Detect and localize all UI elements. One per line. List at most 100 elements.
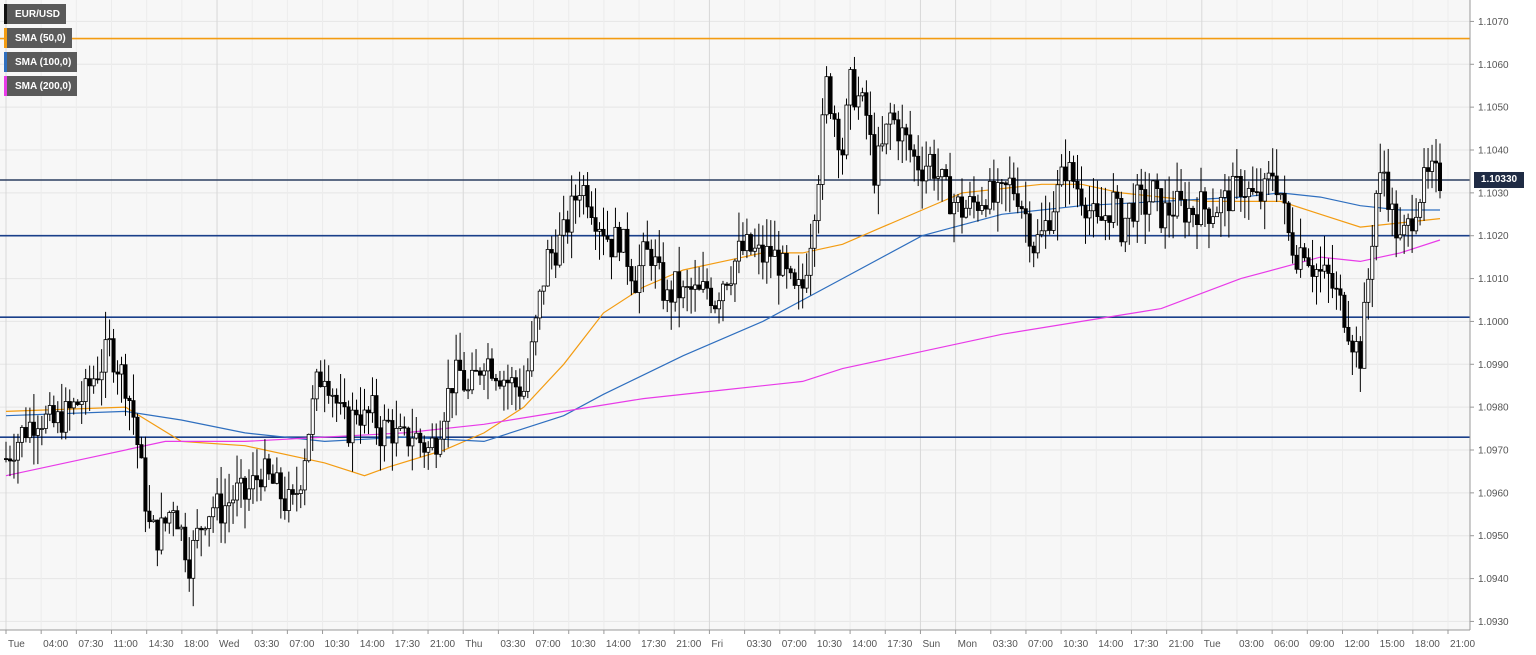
x-tick-label: 04:00 xyxy=(43,639,68,650)
y-tick-label: 1.0930 xyxy=(1478,617,1509,628)
candle-bear xyxy=(589,206,594,219)
candle-bear xyxy=(868,114,873,135)
candle-bear xyxy=(1282,193,1287,204)
x-tick-label: 21:00 xyxy=(1169,639,1194,650)
x-tick-label: 14:30 xyxy=(149,639,174,650)
legend-item-sma200[interactable]: SMA (200,0) xyxy=(4,76,78,96)
candle-bull xyxy=(967,196,972,209)
x-tick-label: 07:00 xyxy=(1028,639,1053,650)
legend-item-sma100[interactable]: SMA (100,0) xyxy=(4,52,78,72)
candle-bear xyxy=(1438,162,1443,192)
candle-bear xyxy=(278,472,283,500)
x-tick-label: 03:30 xyxy=(254,639,279,650)
candle-bull xyxy=(744,234,749,252)
candle-bull xyxy=(1374,192,1379,247)
candle-bull xyxy=(167,512,172,524)
candle-bear xyxy=(1294,254,1299,270)
candle-bear xyxy=(1099,216,1104,221)
candle-bull xyxy=(250,475,255,490)
candle-bear xyxy=(864,92,869,116)
candle-bull xyxy=(370,395,375,414)
candle-bear xyxy=(1326,264,1331,274)
candle-bear xyxy=(1286,202,1291,234)
candle-bull xyxy=(430,437,435,449)
candle-bear xyxy=(1334,287,1339,290)
candle-bear xyxy=(705,281,710,289)
candle-bull xyxy=(963,207,968,218)
candle-bear xyxy=(1238,175,1243,197)
candle-bear xyxy=(175,510,180,530)
x-tick-label: 15:00 xyxy=(1380,639,1405,650)
candle-bear xyxy=(31,421,36,436)
candle-bear xyxy=(1139,184,1144,190)
candle-bull xyxy=(1007,177,1012,186)
x-tick-label: 14:00 xyxy=(606,639,631,650)
candle-bear xyxy=(1258,191,1263,202)
candle-bear xyxy=(517,386,522,397)
candle-bull xyxy=(525,370,530,392)
candle-bear xyxy=(549,249,554,254)
candle-bull xyxy=(641,241,646,267)
candle-bear xyxy=(748,234,753,252)
candle-bear xyxy=(1131,202,1136,222)
candle-bull xyxy=(1222,190,1227,198)
candle-bear xyxy=(601,228,606,237)
candle-bull xyxy=(1187,207,1192,223)
candle-bear xyxy=(1167,202,1172,216)
candle-bull xyxy=(1414,216,1419,232)
candle-bear xyxy=(1342,294,1347,328)
candle-bull xyxy=(501,379,506,387)
candle-bear xyxy=(573,195,578,201)
candle-bull xyxy=(239,477,244,484)
x-tick-label: Mon xyxy=(958,639,977,650)
candle-bear xyxy=(1047,220,1052,231)
candle-bull xyxy=(812,220,817,249)
x-tick-label: 14:00 xyxy=(1098,639,1123,650)
candle-bull xyxy=(235,482,240,501)
candle-bull xyxy=(529,341,534,372)
candle-bull xyxy=(1210,216,1215,224)
y-tick-label: 1.1060 xyxy=(1478,60,1509,71)
candle-bull xyxy=(1039,230,1044,236)
candle-bear xyxy=(282,498,287,511)
candle-bear xyxy=(605,235,610,240)
candle-bull xyxy=(979,205,984,211)
candle-bear xyxy=(1310,265,1315,277)
legend-item-eurusd[interactable]: EUR/USD xyxy=(4,4,67,24)
candle-bear xyxy=(852,69,857,108)
candle-bear xyxy=(155,519,160,551)
candle-bear xyxy=(1155,180,1160,190)
candle-bull xyxy=(780,253,785,276)
candle-bear xyxy=(346,406,351,444)
candle-bull xyxy=(1266,172,1271,180)
candle-bull xyxy=(900,127,905,142)
candle-bear xyxy=(270,473,275,484)
candle-bear xyxy=(1386,171,1391,210)
candle-bear xyxy=(1183,199,1188,223)
x-tick-label: 17:30 xyxy=(395,639,420,650)
candle-bull xyxy=(398,426,403,429)
x-tick-label: Sun xyxy=(922,639,940,650)
x-tick-label: 03:00 xyxy=(1239,639,1264,650)
candle-bull xyxy=(1390,203,1395,210)
candle-bull xyxy=(995,182,1000,203)
candle-bull xyxy=(306,433,311,462)
candle-bear xyxy=(1346,326,1351,342)
candle-bear xyxy=(1234,175,1239,178)
candle-bull xyxy=(159,517,164,551)
candle-bull xyxy=(362,409,367,426)
candle-bear xyxy=(892,112,897,121)
candle-bear xyxy=(1254,191,1259,194)
candle-bear xyxy=(896,119,901,142)
candle-bear xyxy=(904,127,909,136)
candle-bull xyxy=(956,196,961,203)
candle-bear xyxy=(51,405,56,424)
candle-bear xyxy=(326,380,331,396)
candle-bear xyxy=(131,400,136,418)
candle-bull xyxy=(1278,193,1283,196)
candle-bear xyxy=(792,272,797,286)
legend-item-sma50[interactable]: SMA (50,0) xyxy=(4,28,72,48)
candle-bull xyxy=(294,493,299,495)
candle-bull xyxy=(15,441,20,461)
